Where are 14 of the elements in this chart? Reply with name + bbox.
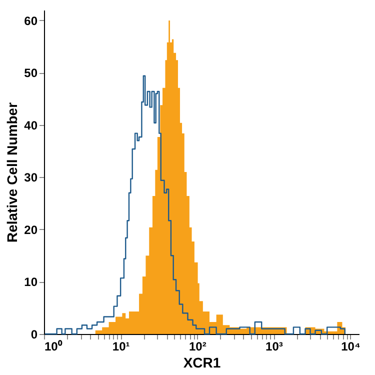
y-tick-label: 60: [24, 14, 38, 28]
y-axis-title: Relative Cell Number: [4, 102, 20, 243]
y-tick-label: 50: [24, 66, 38, 80]
y-tick-label: 0: [30, 328, 38, 342]
y-tick-label: 10: [24, 275, 38, 290]
x-tick-label: 10³: [266, 340, 283, 354]
x-tick-label: 10⁴: [341, 340, 360, 354]
y-tick-label: 30: [24, 170, 38, 185]
y-tick-label: 40: [24, 118, 38, 132]
x-tick-label: 10²: [188, 340, 206, 354]
x-axis-title: XCR1: [183, 354, 221, 370]
x-tick-label: 10¹: [112, 340, 130, 354]
y-tick-label: 20: [24, 222, 38, 237]
x-tick-label: 10⁰: [44, 340, 63, 354]
